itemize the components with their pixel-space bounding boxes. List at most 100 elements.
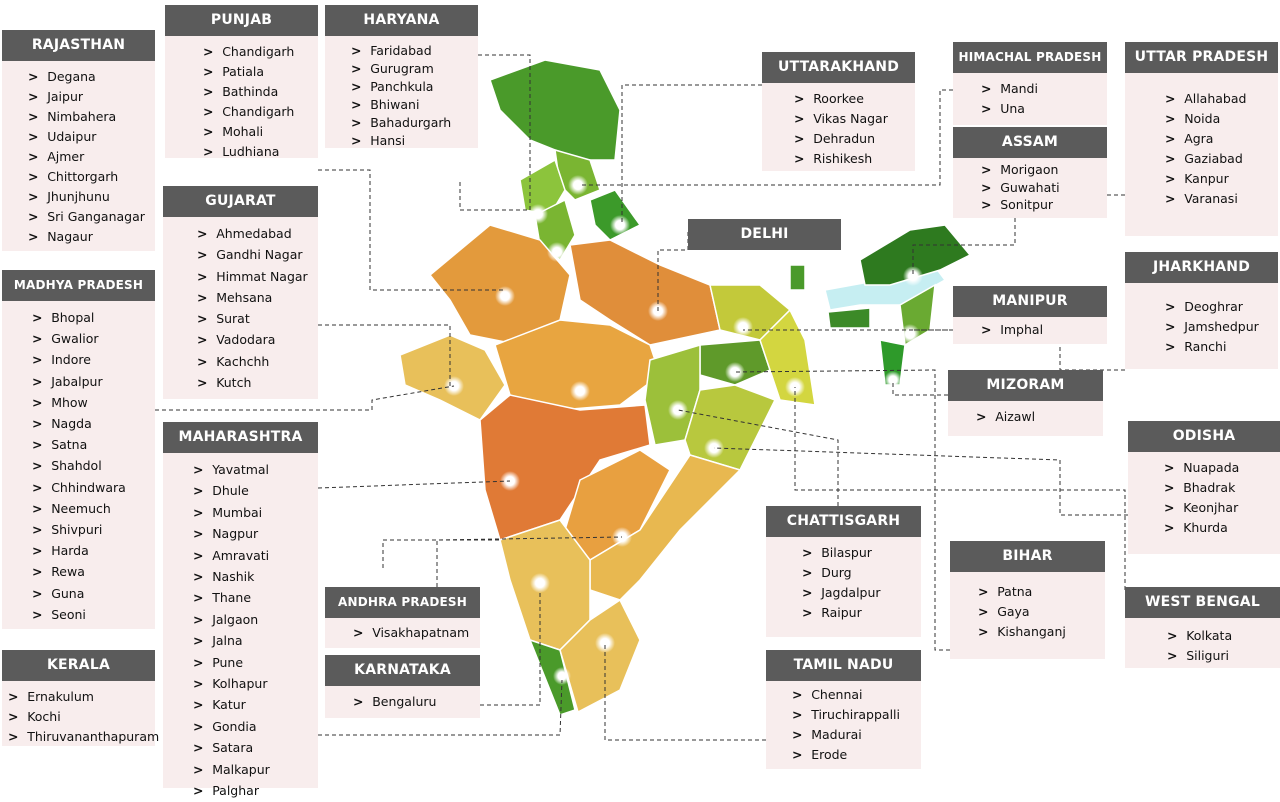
- city-list: Aizawl: [948, 401, 1103, 436]
- connector-line: [155, 385, 455, 411]
- connector-line: [318, 679, 563, 736]
- city-item: Faridabad: [351, 42, 478, 60]
- state-card-kerala: KERALAErnakulumKochiThiruvananthapuram: [2, 650, 159, 746]
- city-item: Sonitpur: [981, 196, 1107, 214]
- state-card-haryana: HARYANAFaridabadGurugramPanchkulaBhiwani…: [325, 5, 478, 148]
- marker-dot: [570, 381, 590, 401]
- city-item: Jabalpur: [32, 371, 155, 392]
- state-card-delhi: DELHI: [688, 219, 841, 250]
- city-item: Jalna: [193, 630, 318, 651]
- city-item: Kochi: [8, 707, 155, 727]
- city-item: Indore: [32, 349, 155, 370]
- connector-line: [580, 89, 953, 186]
- city-item: Patiala: [203, 62, 318, 82]
- city-item: Nagaur: [28, 227, 155, 247]
- city-item: Bahadurgarh: [351, 114, 478, 132]
- city-item: Kolkata: [1167, 626, 1280, 646]
- city-list: FaridabadGurugramPanchkulaBhiwaniBahadur…: [325, 36, 478, 148]
- city-item: Nuapada: [1164, 458, 1280, 478]
- city-item: Visakhapatnam: [353, 623, 480, 643]
- state-title: UTTAR PRADESH: [1125, 42, 1278, 73]
- region-punjab: [519, 158, 566, 216]
- city-item: Bhopal: [32, 307, 155, 328]
- state-card-bihar: BIHARPatnaGayaKishanganj: [950, 541, 1105, 659]
- city-item: Nagpur: [193, 523, 318, 544]
- marker-dot: [495, 286, 515, 306]
- city-item: Pune: [193, 652, 318, 673]
- state-card-westbengal: WEST BENGALKolkataSiliguri: [1125, 587, 1280, 668]
- marker-dot: [528, 204, 548, 224]
- city-item: Katur: [193, 694, 318, 715]
- marker-dot: [547, 242, 567, 262]
- connector-line: [892, 380, 948, 396]
- city-list: YavatmalDhuleMumbaiNagpurAmravatiNashikT…: [163, 453, 318, 798]
- city-item: Imphal: [981, 320, 1107, 340]
- city-item: Aizawl: [976, 407, 1103, 427]
- connector-line: [621, 84, 762, 225]
- city-item: Patna: [978, 582, 1105, 602]
- state-title: RAJASTHAN: [2, 30, 155, 61]
- city-item: Satara: [193, 737, 318, 758]
- city-list: NuapadaBhadrakKeonjharKhurda: [1128, 452, 1280, 554]
- connector-line: [318, 324, 451, 386]
- city-list: BilaspurDurgJagdalpurRaipur: [766, 537, 921, 637]
- marker-dot: [568, 175, 588, 195]
- city-list: Bengaluru: [325, 686, 480, 718]
- city-item: Thane: [193, 587, 318, 608]
- city-item: Jagdalpur: [802, 583, 921, 603]
- marker-dot: [610, 215, 630, 235]
- city-item: Rewa: [32, 561, 155, 582]
- state-title: KARNATAKA: [325, 655, 480, 686]
- state-card-maharashtra: MAHARASHTRAYavatmalDhuleMumbaiNagpurAmra…: [163, 422, 318, 798]
- state-title: HIMACHAL PRADESH: [953, 42, 1107, 73]
- connector-line: [604, 645, 766, 741]
- city-item: Yavatmal: [193, 459, 318, 480]
- state-title: MANIPUR: [953, 286, 1107, 317]
- city-list: KolkataSiliguri: [1125, 618, 1280, 668]
- city-item: Kachchh: [197, 351, 318, 372]
- city-item: Roorkee: [794, 89, 915, 109]
- connector-line: [677, 409, 839, 506]
- marker-dot: [725, 362, 745, 382]
- state-title: ODISHA: [1128, 421, 1280, 452]
- state-card-mp: MADHYA PRADESHBhopalGwaliorIndoreJabalpu…: [2, 270, 155, 629]
- region-ap: [589, 454, 742, 601]
- city-item: Deoghrar: [1165, 297, 1278, 317]
- state-card-himachal: HIMACHAL PRADESHMandiUna: [953, 42, 1107, 125]
- city-item: Madurai: [792, 725, 921, 745]
- marker-dot: [595, 633, 615, 653]
- city-item: Chhindwara: [32, 477, 155, 498]
- city-list: ErnakulumKochiThiruvananthapuram: [2, 681, 159, 746]
- state-title: DELHI: [688, 219, 841, 250]
- city-item: Durg: [802, 563, 921, 583]
- city-item: Una: [981, 99, 1107, 119]
- city-item: Varanasi: [1165, 189, 1278, 209]
- city-list: AllahabadNoidaAgraGaziabadKanpurVaranasi: [1125, 73, 1278, 236]
- state-card-manipur: MANIPUR Imphal: [953, 286, 1107, 344]
- city-list: AhmedabadGandhi NagarHimmat NagarMehsana…: [163, 217, 318, 399]
- state-title: JHARKHAND: [1125, 252, 1278, 283]
- city-item: Dehradun: [794, 129, 915, 149]
- state-title: ANDHRA PRADESH: [325, 587, 480, 618]
- city-item: Kishanganj: [978, 622, 1105, 642]
- city-item: Gwalior: [32, 328, 155, 349]
- state-card-uttarakhand: UTTARAKHANDRoorkeeVikas NagarDehradunRis…: [762, 52, 915, 171]
- city-item: Ernakulum: [8, 687, 155, 707]
- city-item: Kolhapur: [193, 673, 318, 694]
- city-item: Mehsana: [197, 287, 318, 308]
- city-list: Visakhapatnam: [325, 618, 480, 648]
- state-card-odisha: ODISHANuapadaBhadrakKeonjharKhurda: [1128, 421, 1280, 554]
- city-item: Panchkula: [351, 78, 478, 96]
- city-item: Kutch: [197, 372, 318, 393]
- city-item: Vadodara: [197, 329, 318, 350]
- state-title: GUJARAT: [163, 186, 318, 217]
- state-title: WEST BENGAL: [1125, 587, 1280, 618]
- city-item: Gandhi Nagar: [197, 244, 318, 265]
- city-item: Erode: [792, 745, 921, 765]
- state-card-tamilnadu: TAMIL NADUChennaiTiruchirappalliMaduraiE…: [766, 650, 921, 769]
- city-item: Ahmedabad: [197, 223, 318, 244]
- state-title: UTTARAKHAND: [762, 52, 915, 83]
- city-item: Khurda: [1164, 518, 1280, 538]
- city-item: Jhunjhunu: [28, 187, 155, 207]
